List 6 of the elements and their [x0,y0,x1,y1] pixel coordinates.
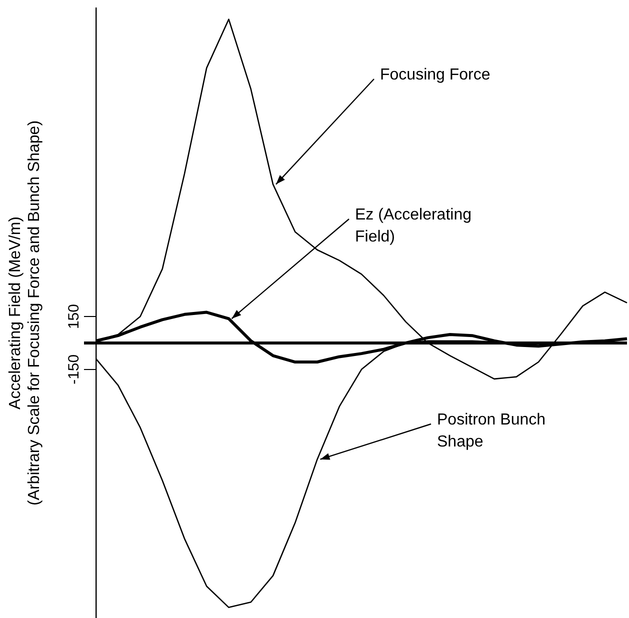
y-axis-title: Accelerating Field (MeV/m) (Arbitrary Scale for Focusing Force and Bunch Shape) [7,120,44,506]
annotation: Ez (Accelerating Field) [355,206,472,246]
annotation: Focusing Force [380,66,490,84]
y-tick-label: -150 [66,354,83,384]
annotation: Positron Bunch Shape [437,411,546,450]
y-tick-label: 150 [66,304,83,330]
